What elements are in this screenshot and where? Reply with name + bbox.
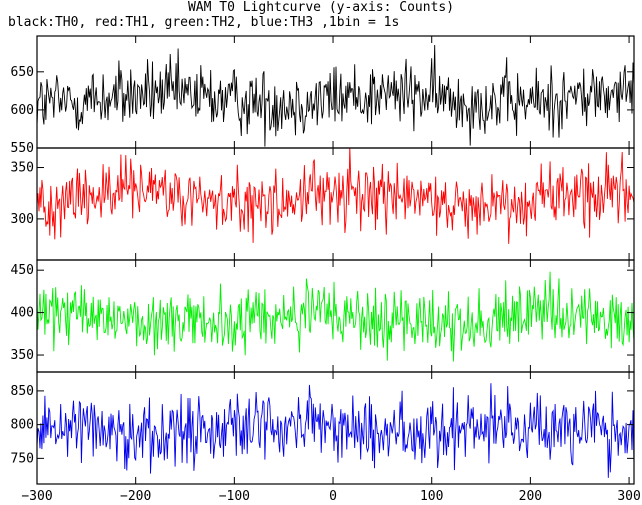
chart-subtitle: black:TH0, red:TH1, green:TH2, blue:TH3 … — [8, 15, 400, 30]
series-line-0 — [37, 44, 634, 147]
x-tick-label-6: 300 — [617, 489, 640, 504]
y-tick-label-1-1: 350 — [11, 161, 34, 176]
panel-1: 300 350 — [11, 147, 635, 261]
panel-frame-3 — [36, 371, 635, 485]
y-tick-label-3-0: 750 — [11, 451, 34, 466]
y-tick-label-0-0: 550 — [11, 141, 34, 156]
x-tick-label-5: 200 — [519, 489, 542, 504]
series-line-1 — [37, 148, 634, 244]
y-tick-label-3-2: 850 — [11, 384, 34, 399]
y-tick-label-2-0: 350 — [11, 348, 34, 363]
x-tick-label-2: −100 — [219, 489, 250, 504]
x-tick-label-1: −200 — [120, 489, 151, 504]
x-tick-label-0: −300 — [21, 489, 52, 504]
y-tick-label-1-0: 300 — [11, 212, 34, 227]
y-tick-label-0-1: 600 — [11, 103, 34, 118]
y-tick-label-0-2: 650 — [11, 65, 34, 80]
series-line-2 — [37, 271, 634, 362]
y-tick-label-2-1: 400 — [11, 306, 34, 321]
series-line-3 — [37, 383, 634, 478]
x-tick-label-3: 0 — [329, 489, 337, 504]
panel-0: 550 600 650 — [11, 35, 635, 156]
x-tick-label-4: 100 — [420, 489, 443, 504]
panel-2: 350 400 450 — [11, 259, 635, 373]
y-tick-label-2-2: 450 — [11, 263, 34, 278]
panel-3: 750 800 850 — [11, 371, 635, 485]
y-tick-label-3-1: 800 — [11, 418, 34, 433]
chart-title: WAM T0 Lightcurve (y-axis: Counts) — [187, 0, 455, 15]
